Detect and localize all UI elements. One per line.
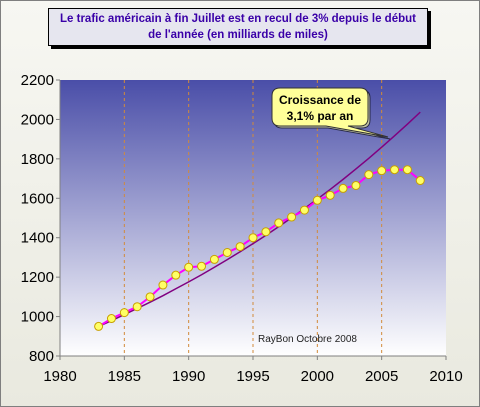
trend-line [98, 111, 421, 328]
y-tick-label-800: 800 [29, 348, 54, 365]
watermark-text: RayBon Octobre 2008 [258, 334, 357, 345]
data-point-2002 [338, 183, 348, 193]
data-point-1983 [94, 321, 104, 331]
data-point-1989 [171, 270, 181, 280]
data-point-1992 [209, 254, 219, 264]
y-tick-label-2000: 2000 [21, 111, 54, 128]
data-point-1998 [287, 212, 297, 222]
data-point-1988 [158, 280, 168, 290]
data-point-1999 [299, 205, 309, 215]
data-point-1991 [197, 261, 207, 271]
x-tick-label-1995: 1995 [236, 368, 269, 385]
callout-bubble-main [271, 87, 389, 138]
data-point-2004 [364, 170, 374, 180]
data-point-2008 [415, 176, 425, 186]
y-tick-label-1600: 1600 [21, 190, 54, 207]
y-tick-label-1200: 1200 [21, 269, 54, 286]
x-tick-label-2005: 2005 [365, 368, 398, 385]
x-tick-label-1990: 1990 [172, 368, 205, 385]
x-tick-label-2010: 2010 [429, 368, 462, 385]
callout-line-2: 3,1% par an [287, 109, 354, 123]
data-point-1990 [184, 262, 194, 272]
data-point-2005 [377, 166, 387, 176]
x-tick-label-1985: 1985 [108, 368, 141, 385]
growth-callout: Croissance de 3,1% par an [271, 87, 391, 140]
x-tick-label-2000: 2000 [301, 368, 334, 385]
data-point-1993 [222, 248, 232, 257]
callout-line-1: Croissance de [279, 93, 361, 107]
chart-title: Le trafic américain à fin Juillet est en… [48, 8, 428, 46]
data-point-1987 [145, 292, 155, 302]
data-point-1997 [274, 218, 284, 228]
data-point-1986 [132, 302, 142, 312]
x-tick-label-1980: 1980 [43, 368, 76, 385]
data-layer [94, 165, 425, 331]
data-point-2006 [390, 165, 400, 175]
y-tick-label-1400: 1400 [21, 230, 54, 247]
data-point-2001 [325, 190, 335, 200]
data-point-2007 [402, 165, 412, 175]
trend-layer [98, 111, 421, 328]
data-point-1984 [106, 314, 116, 324]
y-tick-label-1800: 1800 [21, 151, 54, 168]
axes-layer: 800 1000 1200 1400 1600 1800 2000 2200 1980 1985 1… [21, 72, 463, 385]
y-tick-label-1000: 1000 [21, 309, 54, 326]
data-point-2003 [351, 180, 361, 190]
y-tick-label-2200: 2200 [21, 72, 54, 89]
data-point-1996 [261, 227, 271, 237]
data-point-1985 [119, 308, 129, 318]
data-point-2000 [312, 195, 322, 205]
data-point-1995 [248, 233, 258, 243]
data-point-1994 [235, 242, 245, 252]
